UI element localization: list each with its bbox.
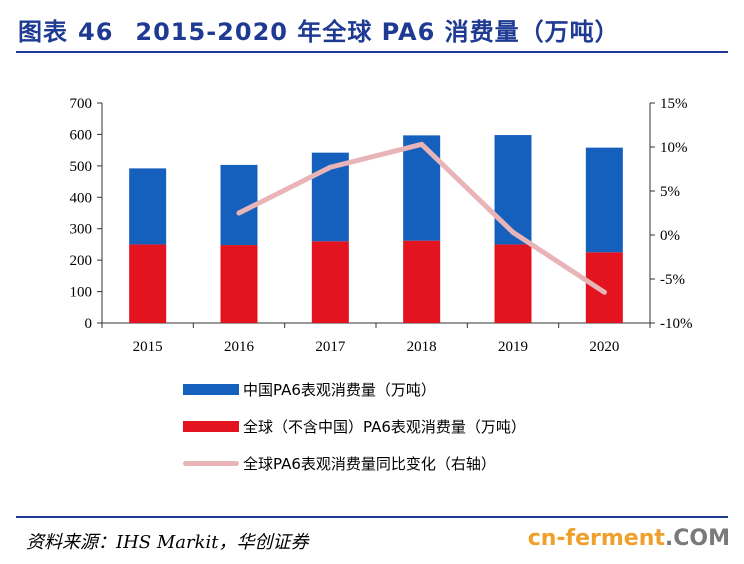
source-note: 资料来源：IHS Markit，华创证券 bbox=[26, 532, 309, 553]
x-tick-label: 2018 bbox=[407, 339, 437, 355]
left-tick-label: 300 bbox=[70, 222, 93, 238]
right-tick-label: 10% bbox=[660, 140, 688, 156]
figure-title: 2015-2020 年全球 PA6 消费量（万吨） bbox=[135, 18, 620, 46]
x-tick-label: 2016 bbox=[224, 339, 255, 355]
legend-swatch-china bbox=[183, 384, 239, 395]
bar-rest-of-world bbox=[403, 240, 441, 323]
right-tick-label: 15% bbox=[660, 96, 688, 112]
right-tick-label: -5% bbox=[660, 272, 685, 288]
watermark: cn-ferment.COM bbox=[528, 526, 730, 551]
legend-item-rest: 全球（不含中国）PA6表观消费量（万吨） bbox=[183, 416, 526, 437]
bar-rest-of-world bbox=[311, 241, 349, 323]
bar-china bbox=[403, 135, 441, 241]
left-tick-label: 700 bbox=[70, 96, 93, 112]
left-tick-label: 0 bbox=[85, 316, 93, 332]
footer-divider bbox=[16, 516, 728, 518]
bar-china bbox=[129, 168, 167, 245]
legend-label-yoy: 全球PA6表观消费量同比变化（右轴） bbox=[243, 455, 496, 473]
bar-china bbox=[585, 147, 623, 253]
x-tick-label: 2017 bbox=[315, 339, 346, 355]
yoy-point bbox=[419, 141, 425, 147]
left-tick-label: 200 bbox=[70, 253, 93, 269]
figure-number: 46 bbox=[78, 18, 114, 46]
bar-rest-of-world bbox=[129, 244, 167, 323]
watermark-part-a: cn-ferment bbox=[527, 526, 665, 551]
bar-rest-of-world bbox=[494, 244, 532, 323]
left-tick-label: 600 bbox=[70, 127, 93, 143]
title-divider bbox=[16, 51, 728, 53]
bar-china bbox=[494, 135, 532, 245]
watermark-part-b: .COM bbox=[664, 526, 730, 551]
bar-rest-of-world bbox=[220, 245, 258, 323]
right-tick-label: 5% bbox=[660, 184, 680, 200]
yoy-point bbox=[601, 289, 607, 295]
legend-item-china: 中国PA6表观消费量（万吨） bbox=[183, 379, 436, 400]
left-tick-label: 500 bbox=[70, 159, 93, 175]
figure-label: 图表 bbox=[18, 18, 68, 46]
chart-title: 图表 46 2015-2020 年全球 PA6 消费量（万吨） bbox=[18, 12, 620, 47]
yoy-point bbox=[327, 164, 333, 170]
legend-label-rest: 全球（不含中国）PA6表观消费量（万吨） bbox=[243, 418, 526, 436]
x-tick-label: 2019 bbox=[498, 339, 528, 355]
right-tick-label: 0% bbox=[660, 228, 680, 244]
x-tick-label: 2020 bbox=[589, 339, 619, 355]
right-tick-label: -10% bbox=[660, 316, 693, 332]
left-tick-label: 100 bbox=[70, 285, 93, 301]
left-tick-label: 400 bbox=[70, 190, 93, 206]
chart-area: 0 100 200 300 400 500 600 700 -10% -5% 0% 5% 10% 15% 2… bbox=[70, 96, 693, 355]
yoy-point bbox=[236, 210, 242, 216]
bar-rest-of-world bbox=[585, 252, 623, 323]
legend-label-china: 中国PA6表观消费量（万吨） bbox=[243, 381, 436, 399]
yoy-point bbox=[510, 229, 516, 235]
legend-item-yoy: 全球PA6表观消费量同比变化（右轴） bbox=[183, 453, 496, 474]
x-tick-label: 2015 bbox=[133, 339, 163, 355]
legend-swatch-yoy bbox=[183, 461, 239, 466]
legend-swatch-rest bbox=[183, 421, 239, 432]
